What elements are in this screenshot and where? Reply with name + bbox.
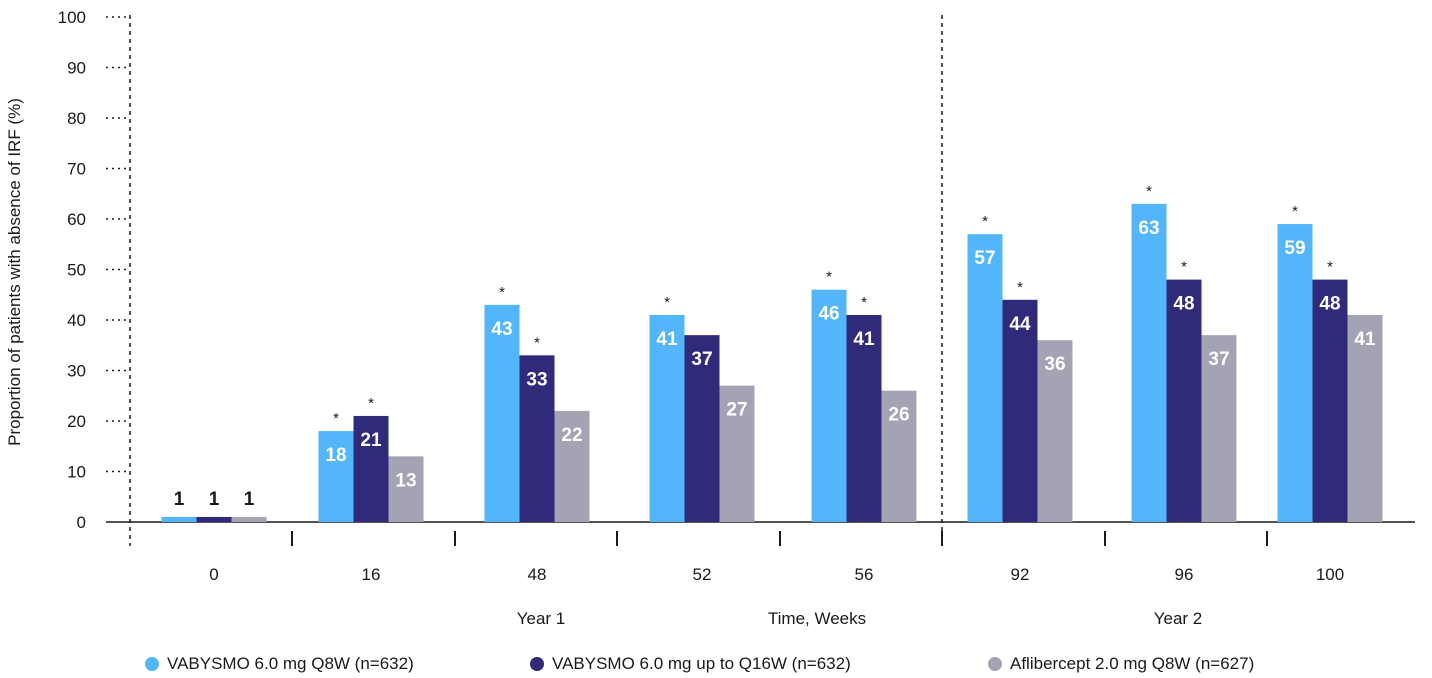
x-tick-label: 52 bbox=[693, 565, 712, 584]
data-label: 41 bbox=[656, 329, 678, 350]
bar bbox=[881, 390, 917, 522]
data-label: 18 bbox=[325, 445, 346, 466]
data-label: 13 bbox=[395, 470, 416, 491]
significance-asterisk: * bbox=[1292, 203, 1298, 220]
bar-series-group bbox=[161, 203, 1383, 523]
significance-asterisk: * bbox=[664, 294, 670, 311]
data-label: 1 bbox=[209, 489, 220, 510]
bar bbox=[811, 289, 847, 522]
x-axis-title: Time, Weeks bbox=[768, 609, 866, 628]
bar bbox=[967, 234, 1003, 522]
bar bbox=[684, 335, 720, 522]
data-label: 1 bbox=[244, 489, 255, 510]
y-tick-label: 70 bbox=[67, 160, 86, 179]
data-label: 41 bbox=[853, 329, 875, 350]
legend-label: VABYSMO 6.0 mg Q8W (n=632) bbox=[167, 654, 414, 673]
significance-asterisk: * bbox=[534, 334, 540, 351]
y-tick-label: 20 bbox=[67, 412, 86, 431]
bar bbox=[1312, 279, 1348, 522]
data-label: 44 bbox=[1009, 314, 1031, 335]
legend-item-aflibercept: Aflibercept 2.0 mg Q8W (n=627) bbox=[988, 654, 1254, 674]
data-label: 57 bbox=[974, 248, 995, 269]
y-tick-label: 40 bbox=[67, 311, 86, 330]
bar bbox=[388, 456, 424, 522]
y-tick-label: 90 bbox=[67, 59, 86, 78]
bar bbox=[1002, 299, 1038, 522]
period-label-year-1: Year 1 bbox=[517, 609, 566, 628]
x-tick-label: 48 bbox=[528, 565, 547, 584]
bar bbox=[231, 516, 267, 522]
legend: VABYSMO 6.0 mg Q8W (n=632) VABYSMO 6.0 m… bbox=[0, 654, 1432, 678]
bar bbox=[1347, 314, 1383, 522]
data-label: 36 bbox=[1044, 354, 1065, 375]
x-tick-label: 0 bbox=[209, 565, 218, 584]
bar bbox=[484, 304, 520, 522]
bar bbox=[1277, 224, 1313, 523]
x-tick-label: 96 bbox=[1175, 565, 1194, 584]
data-label: 59 bbox=[1284, 238, 1305, 259]
significance-asterisk: * bbox=[826, 269, 832, 286]
legend-swatch-vabysmo-q8w bbox=[145, 657, 159, 671]
data-label: 33 bbox=[526, 369, 547, 390]
data-label: 1 bbox=[174, 489, 185, 510]
data-label: 63 bbox=[1138, 218, 1159, 239]
significance-asterisk: * bbox=[1181, 259, 1187, 276]
legend-swatch-vabysmo-q16w bbox=[530, 657, 544, 671]
legend-swatch-aflibercept bbox=[988, 657, 1002, 671]
legend-label: Aflibercept 2.0 mg Q8W (n=627) bbox=[1010, 654, 1255, 673]
y-tick-label: 100 bbox=[58, 8, 86, 27]
data-label: 48 bbox=[1319, 294, 1340, 315]
data-label: 37 bbox=[1208, 349, 1229, 370]
bar bbox=[1201, 335, 1237, 522]
y-tick-label: 30 bbox=[67, 362, 86, 381]
bar bbox=[1037, 340, 1073, 522]
data-label: 27 bbox=[726, 400, 747, 421]
bar-label-group: 1 18 * 43 * 41 * 46 * 57 * 63 * 59 * 1 21 * 33 * 37 41 * 44 * 48 *… bbox=[174, 183, 1376, 510]
x-axis: 0 16 48 52 56 92 96 100 bbox=[106, 521, 1415, 584]
y-tick-label: 50 bbox=[67, 261, 86, 280]
significance-asterisk: * bbox=[1017, 279, 1023, 296]
x-tick-label: 100 bbox=[1316, 565, 1344, 584]
significance-asterisk: * bbox=[861, 294, 867, 311]
significance-asterisk: * bbox=[499, 284, 505, 301]
data-label: 41 bbox=[1354, 329, 1376, 350]
data-label: 37 bbox=[691, 349, 712, 370]
x-tick-label: 56 bbox=[855, 565, 874, 584]
data-label: 21 bbox=[360, 430, 382, 451]
bar bbox=[554, 410, 590, 522]
data-label: 43 bbox=[491, 319, 512, 340]
bar bbox=[649, 314, 685, 522]
y-axis-title: Proportion of patients with absence of I… bbox=[5, 98, 24, 446]
bar bbox=[318, 431, 354, 522]
bar bbox=[519, 355, 555, 522]
significance-asterisk: * bbox=[368, 395, 374, 412]
bar bbox=[161, 516, 197, 522]
bar bbox=[353, 415, 389, 522]
data-label: 22 bbox=[561, 425, 582, 446]
y-tick-label: 80 bbox=[67, 109, 86, 128]
period-label-year-2: Year 2 bbox=[1154, 609, 1203, 628]
bar bbox=[719, 385, 755, 522]
significance-asterisk: * bbox=[982, 213, 988, 230]
y-tick-label: 10 bbox=[67, 463, 86, 482]
significance-asterisk: * bbox=[1146, 183, 1152, 200]
significance-asterisk: * bbox=[333, 410, 339, 427]
bar bbox=[846, 314, 882, 522]
x-tick-label: 92 bbox=[1011, 565, 1030, 584]
bar bbox=[196, 516, 232, 522]
data-label: 48 bbox=[1173, 294, 1194, 315]
data-label: 26 bbox=[888, 405, 909, 426]
legend-item-vabysmo-q16w: VABYSMO 6.0 mg up to Q16W (n=632) bbox=[530, 654, 851, 674]
y-axis: 0 10 20 30 40 50 60 70 80 90 100 bbox=[58, 8, 943, 546]
bar bbox=[1166, 279, 1202, 522]
legend-item-vabysmo-q8w: VABYSMO 6.0 mg Q8W (n=632) bbox=[145, 654, 414, 674]
data-label: 46 bbox=[818, 304, 839, 325]
legend-label: VABYSMO 6.0 mg up to Q16W (n=632) bbox=[552, 654, 851, 673]
y-tick-label: 60 bbox=[67, 210, 86, 229]
x-tick-label: 16 bbox=[362, 565, 381, 584]
bar bbox=[1131, 203, 1167, 522]
y-tick-label: 0 bbox=[77, 513, 86, 532]
significance-asterisk: * bbox=[1327, 259, 1333, 276]
